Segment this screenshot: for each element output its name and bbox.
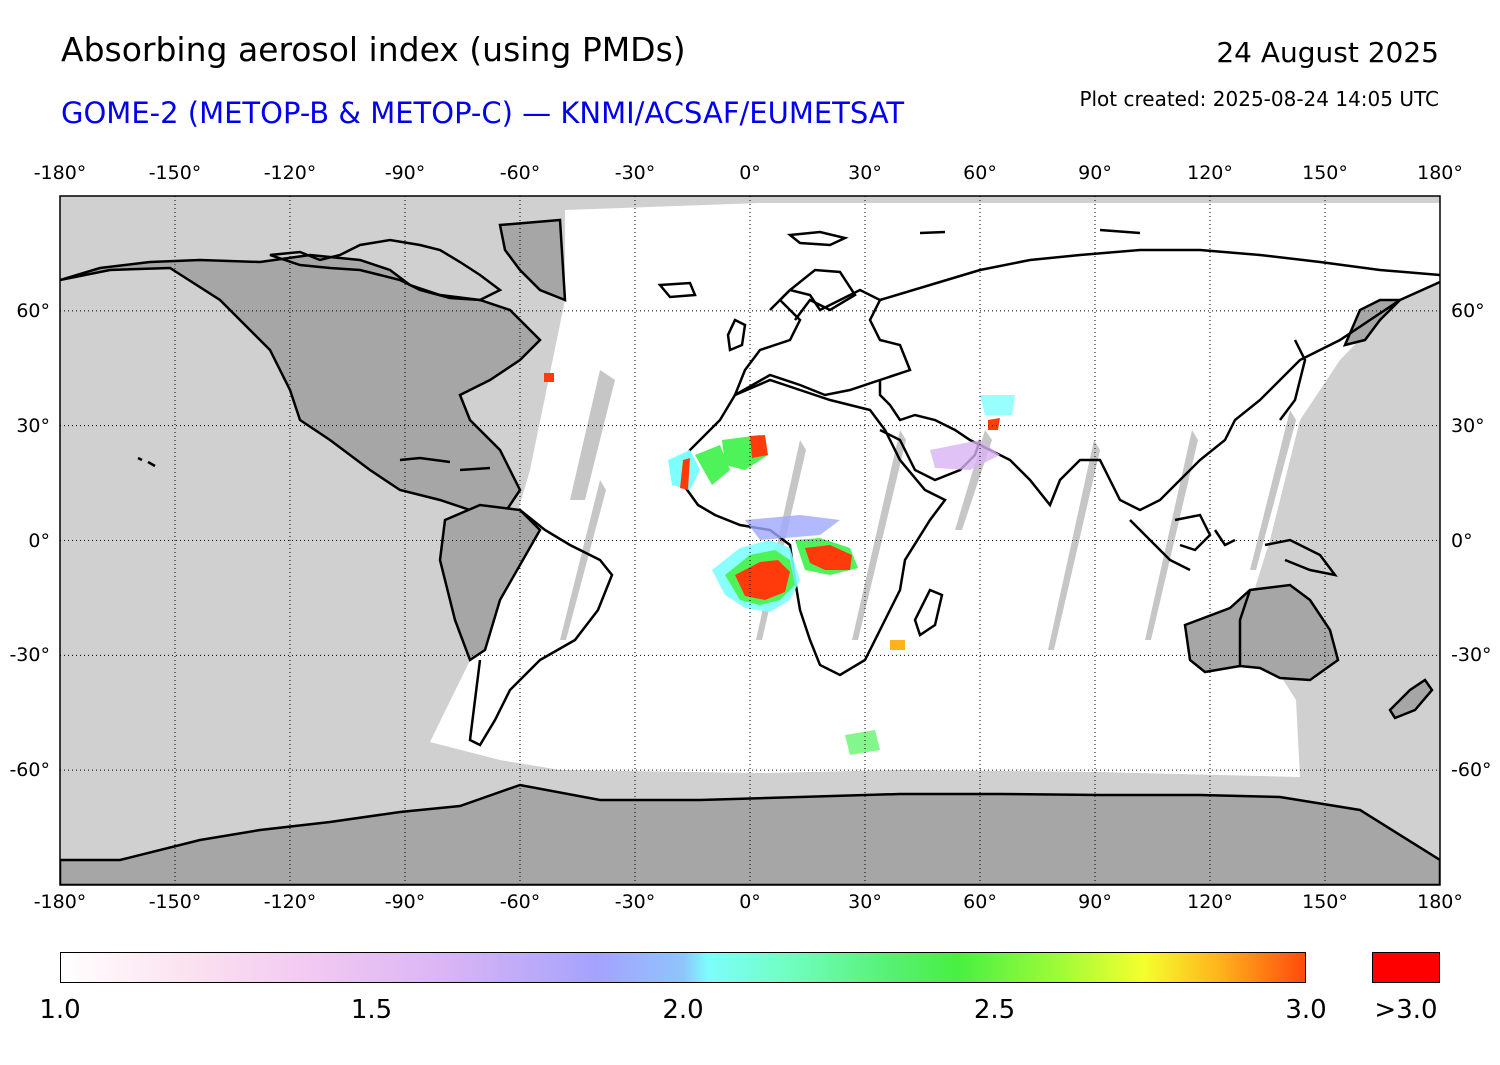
lon-tick-label-top: -120° (263, 162, 317, 184)
orbit-gap (1048, 440, 1100, 650)
coastline-europe (732, 288, 912, 398)
orbit-gap (852, 430, 906, 640)
colorbar-tick-label: 2.0 (662, 995, 704, 1025)
lat-tick-label-right: -60° (1451, 759, 1492, 782)
aerosol-plume-moderate (980, 395, 1015, 415)
coastline-arctic-islands (269, 228, 1141, 302)
aerosol-plume-moderate (890, 640, 905, 650)
lon-tick-label-bottom: -120° (263, 891, 317, 913)
aerosol-plume-high (695, 445, 730, 485)
lat-tick-label-left: -30° (9, 644, 50, 667)
lon-tick-label-bottom: -90° (384, 891, 426, 913)
lon-tick-label-bottom: -60° (499, 891, 541, 913)
orbit-gap (1145, 430, 1198, 640)
coastline-asia (878, 248, 1440, 512)
orbit-gap (570, 370, 615, 500)
lon-tick-label-bottom: -180° (33, 891, 87, 913)
lat-tick-label-left: 0° (28, 529, 50, 552)
world-map (59, 195, 1441, 886)
lat-tick-label-right: 30° (1451, 414, 1485, 437)
aerosol-plume-extreme (680, 458, 690, 490)
lon-tick-label-bottom: 90° (1078, 891, 1112, 913)
lon-tick-label-bottom: -30° (614, 891, 656, 913)
colorbar-overflow-label: >3.0 (1374, 995, 1438, 1025)
coastline-australia (1238, 589, 1252, 666)
landmass-north-america (60, 253, 542, 522)
colorbar-tick-label: 1.5 (350, 995, 393, 1025)
coastline-scandinavia (769, 268, 857, 321)
landmass-new-zealand (1388, 678, 1434, 720)
plot-created-timestamp: Plot created: 2025-08-24 14:05 UTC (1079, 87, 1439, 111)
map-frame (59, 195, 1441, 886)
lon-tick-label-top: 0° (739, 162, 761, 184)
lat-tick-label-right: -30° (1451, 644, 1492, 667)
colorbar (60, 952, 1306, 983)
aerosol-plume-extreme (805, 545, 852, 570)
lat-tick-label-left: 30° (16, 414, 50, 437)
lat-tick-label-left: 60° (16, 299, 50, 322)
colorbar-tick-label: 3.0 (1285, 995, 1327, 1025)
coastline-hawaii (137, 456, 156, 468)
lon-tick-label-bottom: 120° (1187, 891, 1233, 913)
orbit-gap (560, 480, 606, 640)
coastline-british-isles (726, 318, 747, 352)
aerosol-plume-moderate (745, 515, 840, 540)
lon-tick-label-bottom: 60° (963, 891, 997, 913)
lon-tick-label-bottom: -150° (148, 891, 202, 913)
aerosol-plume-extreme (544, 373, 554, 382)
lat-tick-label-right: 60° (1451, 299, 1485, 322)
lon-tick-label-top: -30° (614, 162, 656, 184)
landmass-south-america-west (438, 503, 542, 662)
plot-title: Absorbing aerosol index (using PMDs) (61, 30, 686, 69)
lon-tick-label-top: -150° (148, 162, 202, 184)
plot-subtitle: GOME-2 (METOP-B & METOP-C) — KNMI/ACSAF/… (61, 96, 905, 130)
aerosol-plume-extreme (735, 560, 790, 600)
lat-tick-label-left: -60° (9, 759, 50, 782)
lon-tick-label-top: -180° (33, 162, 87, 184)
lon-tick-label-top: 60° (963, 162, 997, 184)
aerosol-plume-extreme (988, 418, 1000, 430)
coastline-iceland (657, 281, 697, 299)
colorbar-tick-label: 1.0 (39, 995, 81, 1025)
coastline-indonesia (1129, 513, 1338, 577)
lon-tick-label-bottom: 30° (848, 891, 882, 913)
colorbar-overflow-box (1372, 952, 1440, 983)
coastline-south-america (468, 509, 614, 747)
lon-tick-label-top: 120° (1187, 162, 1233, 184)
lon-tick-label-top: 30° (848, 162, 882, 184)
lon-tick-label-top: -90° (384, 162, 426, 184)
aerosol-plume-extreme (750, 435, 768, 458)
coastline-japan (1279, 339, 1307, 421)
lon-tick-label-bottom: 0° (739, 891, 761, 913)
lon-tick-label-bottom: 150° (1302, 891, 1348, 913)
lon-tick-label-top: 180° (1417, 162, 1463, 184)
aerosol-plume-moderate (930, 440, 1000, 470)
lon-tick-label-top: 90° (1078, 162, 1112, 184)
colorbar-tick-label: 2.5 (973, 995, 1016, 1025)
coastline-madagascar (913, 588, 944, 637)
coastline-caribbean (399, 456, 491, 472)
landmass-australia (1183, 583, 1340, 682)
lon-tick-label-bottom: 180° (1417, 891, 1463, 913)
plot-date: 24 August 2025 (1216, 36, 1439, 69)
aerosol-plume-moderate (845, 730, 880, 755)
graticule (60, 196, 1440, 885)
aerosol-index-data (544, 373, 1015, 755)
lat-tick-label-right: 0° (1451, 529, 1473, 552)
lon-tick-label-top: 150° (1302, 162, 1348, 184)
orbit-gap (1250, 410, 1296, 570)
landmass-greenland (498, 218, 567, 302)
lon-tick-label-top: -60° (499, 162, 541, 184)
